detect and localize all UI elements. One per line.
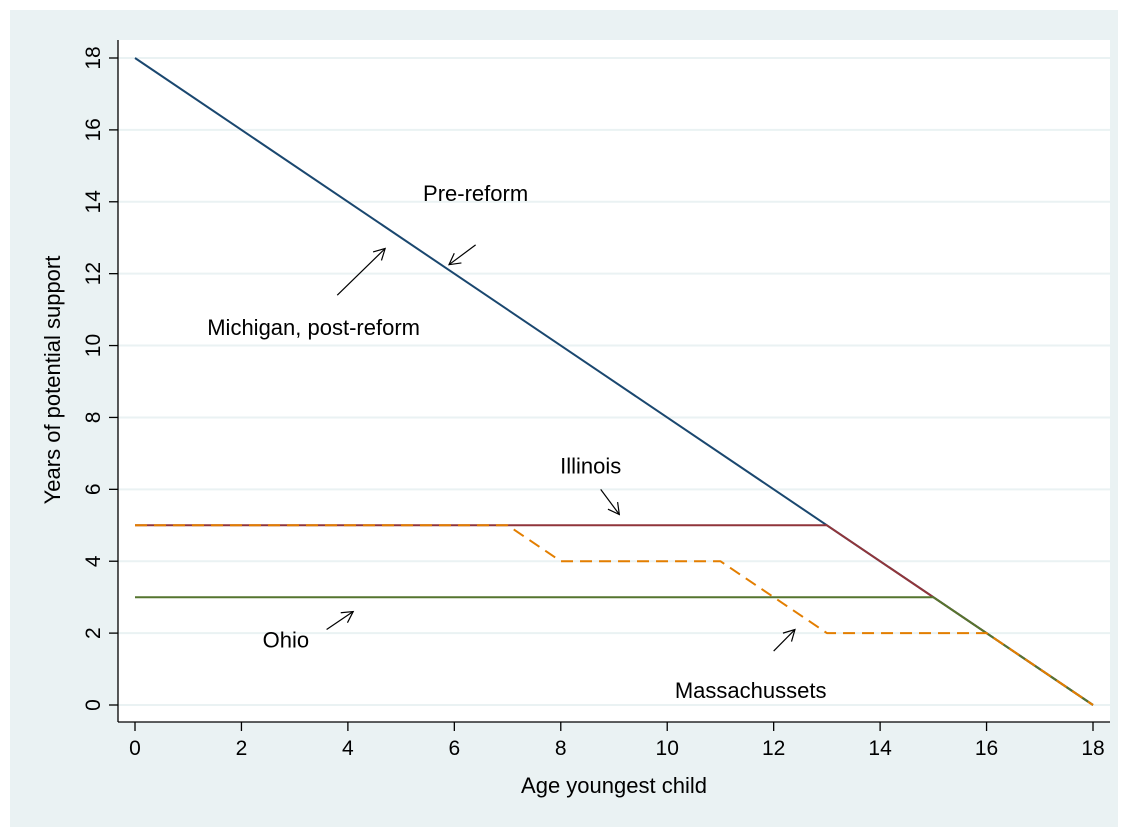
x-tick-label: 12 [762,737,785,760]
series-line-massachussets [135,524,1094,706]
annotation-label-illinois: Illinois [560,453,621,478]
y-tick-label: 16 [82,118,105,141]
grid-lines [118,57,1110,706]
y-tick-label: 4 [82,555,105,567]
x-tick-label: 14 [868,737,892,760]
y-tick-label: 0 [82,699,105,711]
annotation-label-pre-reform: Pre-reform [423,181,528,206]
annotation-arrow-pre-reform [448,244,476,266]
x-tick-label: 6 [448,737,460,760]
series-lines [134,57,1094,706]
y-tick-label: 14 [82,190,105,214]
x-axis-label: Age youngest child [521,773,707,798]
annotation-label-massachussets: Massachussets [675,678,827,703]
y-tick-label: 12 [82,262,105,285]
annotation-arrow-illinois [600,488,621,516]
x-tick-label: 16 [975,737,998,760]
annotation-label-michigan-post-reform: Michigan, post-reform [207,315,420,340]
y-tick-label: 10 [82,334,105,357]
x-tick-label: 2 [236,737,248,760]
y-axis-label: Years of potential support [40,256,65,505]
x-tick-label: 0 [129,737,141,760]
y-tick-label: 18 [82,46,105,69]
annotation-arrow-massachussets [773,628,796,652]
annotation-arrow-ohio [326,610,355,631]
x-tick-label: 18 [1081,737,1104,760]
y-tick-label: 8 [82,412,105,424]
annotation-label-ohio: Ohio [263,628,309,653]
x-tick-label: 10 [656,737,679,760]
series-line-ohio [135,596,1094,706]
y-tick-label: 2 [82,627,105,639]
x-tick-label: 8 [555,737,567,760]
annotations: Pre-reform Michigan, post-reform Illinois O… [207,181,826,703]
annotation-arrow-michigan-post-reform [336,247,387,296]
x-tick-label: 4 [342,737,354,760]
y-tick-label: 6 [82,483,105,495]
axes: 0 2 4 6 8 10 12 14 16 18 0 2 4 6 8 10 12 14 16 18 [82,40,1110,760]
